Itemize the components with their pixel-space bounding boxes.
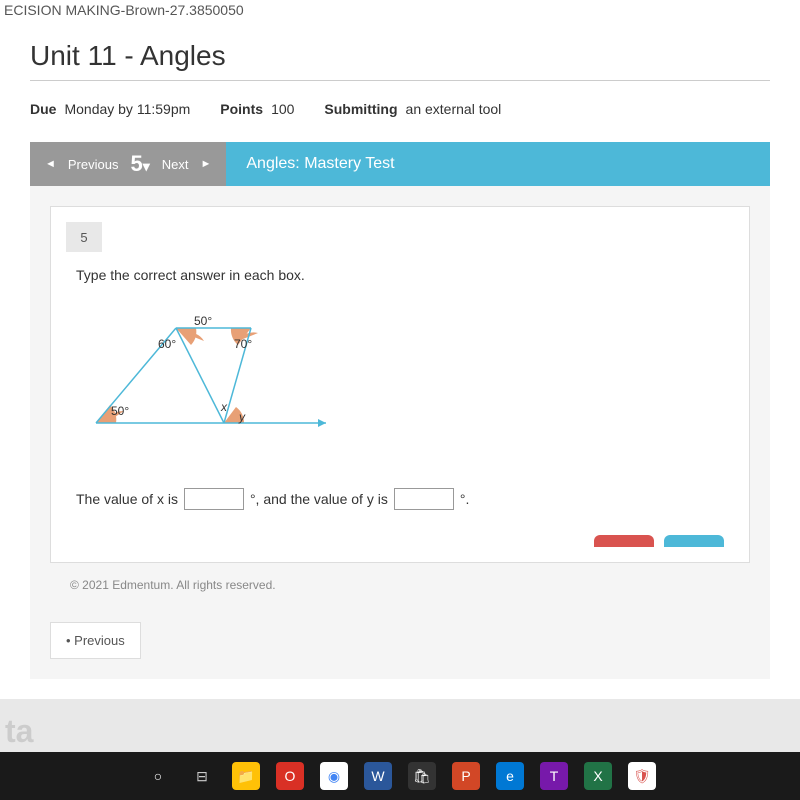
svg-text:x: x (220, 400, 228, 414)
question-box: 5 Type the correct answer in each box. (50, 206, 750, 563)
content-area: 5 Type the correct answer in each box. (30, 186, 770, 679)
nav-bar: ◄ Previous 5▾ Next ► Angles: Mastery Tes… (30, 142, 770, 186)
watermark: ta (5, 713, 33, 750)
svg-text:50°: 50° (111, 404, 129, 418)
taskbar-icon[interactable]: P (452, 762, 480, 790)
taskbar-icon[interactable]: O (276, 762, 304, 790)
reset-button[interactable] (594, 535, 654, 547)
assignment-meta: DueMonday by 11:59pm Points100 Submittin… (30, 101, 770, 117)
svg-text:70°: 70° (234, 337, 252, 351)
taskbar-icon[interactable]: 📁 (232, 762, 260, 790)
taskbar: ○ ⊟ 📁 O ◉ W 🛍 PeTX 🛡 (0, 752, 800, 800)
due-meta: DueMonday by 11:59pm (30, 101, 190, 117)
page-content: Unit 11 - Angles DueMonday by 11:59pm Po… (0, 0, 800, 699)
answer-row: The value of x is °, and the value of y … (51, 488, 749, 535)
y-input[interactable] (394, 488, 454, 510)
nav-previous[interactable]: Previous (68, 157, 119, 172)
page-title: Unit 11 - Angles (30, 40, 770, 72)
x-input[interactable] (184, 488, 244, 510)
submit-button[interactable] (664, 535, 724, 547)
browser-tab-text: ECISION MAKING-Brown-27.3850050 (0, 0, 248, 20)
nav-question-number[interactable]: 5▾ (130, 151, 149, 177)
taskbar-icon[interactable]: T (540, 762, 568, 790)
nav-controls: ◄ Previous 5▾ Next ► (30, 142, 226, 186)
taskbar-icon[interactable]: X (584, 762, 612, 790)
svg-text:50°: 50° (194, 314, 212, 328)
nav-title: Angles: Mastery Test (226, 155, 414, 173)
svg-text:60°: 60° (158, 337, 176, 351)
question-prompt: Type the correct answer in each box. (51, 252, 749, 293)
nav-next-icon[interactable]: ► (200, 158, 211, 170)
divider (30, 80, 770, 81)
taskbar-icon[interactable]: ⊟ (188, 762, 216, 790)
angle-diagram: 50° 60° 70° 50° x y (76, 303, 724, 468)
question-number: 5 (66, 222, 102, 252)
taskbar-icon[interactable]: W (364, 762, 392, 790)
taskbar-icon[interactable]: ◉ (320, 762, 348, 790)
taskbar-icon[interactable]: ○ (144, 762, 172, 790)
svg-text:y: y (238, 410, 246, 424)
points-meta: Points100 (220, 101, 294, 117)
taskbar-icon[interactable]: e (496, 762, 524, 790)
answer-suffix: °. (460, 491, 470, 507)
taskbar-icon[interactable]: 🛡 (628, 762, 656, 790)
taskbar-icon[interactable]: 🛍 (408, 762, 436, 790)
answer-prefix: The value of x is (76, 491, 178, 507)
copyright: © 2021 Edmentum. All rights reserved. (50, 563, 750, 607)
previous-link[interactable]: • Previous (50, 622, 141, 659)
submitting-meta: Submittingan external tool (324, 101, 501, 117)
nav-prev-icon[interactable]: ◄ (45, 158, 56, 170)
nav-next[interactable]: Next (162, 157, 189, 172)
answer-mid: °, and the value of y is (250, 491, 388, 507)
buttons-row (51, 535, 749, 562)
